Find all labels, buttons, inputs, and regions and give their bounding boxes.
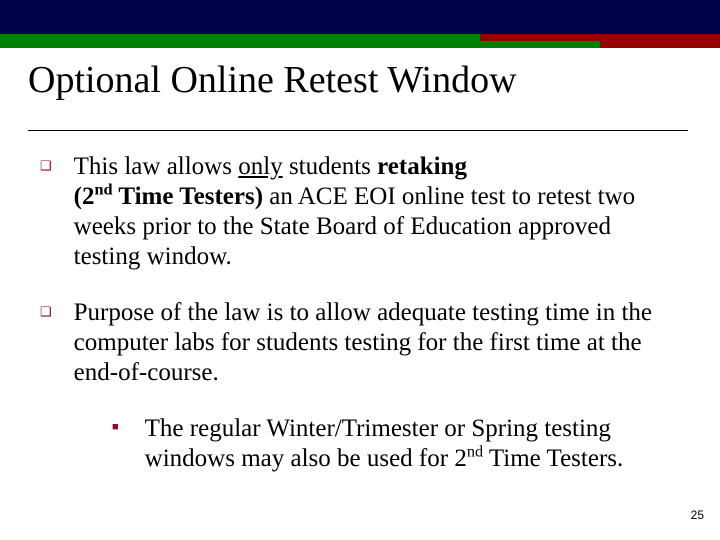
sub-post: Time Testers. <box>483 445 623 472</box>
b1-nd: nd <box>94 181 112 199</box>
bullet-1: ❑ This law allows only students retaking… <box>40 152 680 272</box>
slide-title: Optional Online Retest Window <box>28 58 517 102</box>
sub-nd: nd <box>467 443 483 461</box>
square-bullet-icon: ❑ <box>40 305 52 318</box>
bar-green-2 <box>0 41 600 48</box>
square-bullet-icon: ❑ <box>40 159 52 172</box>
bullet-1-text: This law allows only students retaking (… <box>74 152 680 272</box>
sub-bullet-1-text: The regular Winter/Trimester or Spring t… <box>145 414 680 474</box>
b1-mid1: students <box>283 153 377 180</box>
b1-pre: This law allows <box>74 153 239 180</box>
b1-retaking: retaking <box>377 153 467 180</box>
filled-square-bullet-icon: ■ <box>112 422 119 433</box>
content-area: ❑ This law allows only students retaking… <box>40 152 680 474</box>
b1-l2-open: (2 <box>74 183 95 210</box>
page-number: 25 <box>691 508 704 522</box>
sub-bullet-1: ■ The regular Winter/Trimester or Spring… <box>112 414 680 474</box>
b1-only: only <box>238 153 282 180</box>
title-underline <box>28 130 688 131</box>
b1-l2-rest: Time Testers) <box>113 183 263 210</box>
bar-red-2 <box>600 41 720 48</box>
header-bars <box>0 0 720 48</box>
bullet-2: ❑ Purpose of the law is to allow adequat… <box>40 298 680 388</box>
bullet-2-text: Purpose of the law is to allow adequate … <box>74 298 680 388</box>
bar-red-1 <box>480 34 720 41</box>
bar-navy <box>0 0 720 34</box>
bar-row-2 <box>0 41 720 48</box>
bar-green-1 <box>0 34 480 41</box>
bar-row-1 <box>0 34 720 41</box>
